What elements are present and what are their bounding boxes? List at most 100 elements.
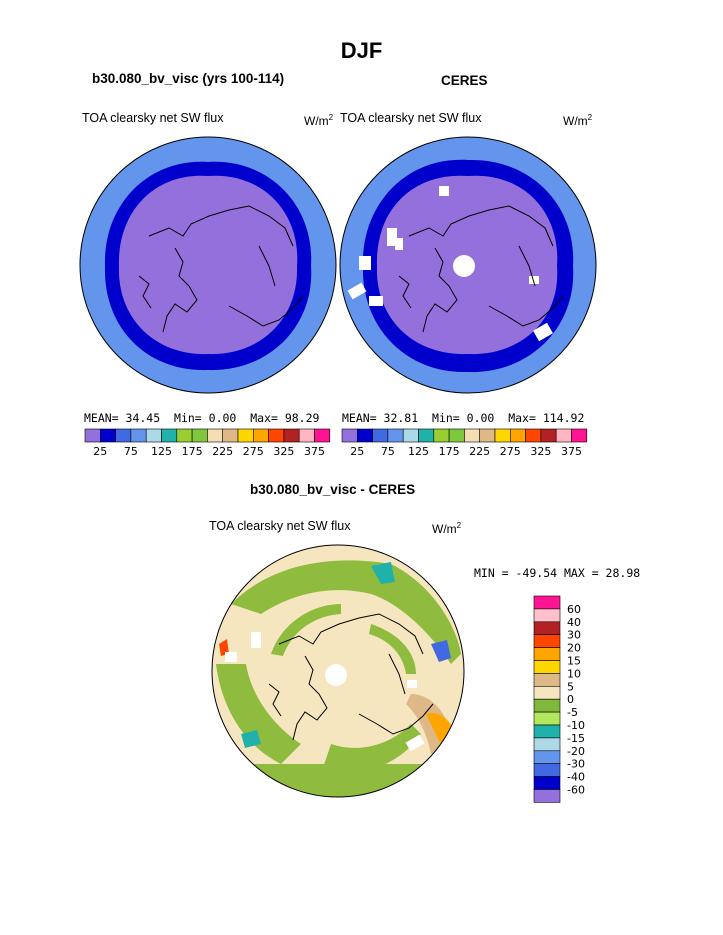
panel2-colorbar-swatch bbox=[555, 428, 572, 443]
panel2-colorbar-tick-label: 225 bbox=[469, 445, 490, 458]
panel3-colorbar-tick-label: 10 bbox=[567, 667, 581, 680]
panel2-colorbar-swatch bbox=[525, 428, 542, 443]
map3-pole-hole bbox=[325, 664, 347, 686]
panel2-colorbar-swatch bbox=[540, 428, 557, 443]
panel3-colorbar-tick-label: -20 bbox=[567, 745, 585, 758]
panel2-colorbar-tick-label: 375 bbox=[561, 445, 582, 458]
panel2-colorbar-swatch bbox=[356, 428, 373, 443]
panel2-variable-label: TOA clearsky net SW flux bbox=[340, 111, 482, 125]
panel2-colorbar-swatch bbox=[464, 428, 481, 443]
panel3-colorbar-swatch bbox=[533, 776, 561, 790]
panel1-colorbar-swatch bbox=[237, 428, 254, 443]
panel1-colorbar-swatch bbox=[298, 428, 315, 443]
panel1-colorbar-swatch bbox=[222, 428, 239, 443]
panel1-colorbar-swatch bbox=[84, 428, 101, 443]
panel1-colorbar-swatch bbox=[207, 428, 224, 443]
panel1-colorbar-swatch bbox=[314, 428, 331, 443]
panel3-colorbar-tick-label: -30 bbox=[567, 758, 585, 771]
panel1-units: W/m2 bbox=[304, 113, 334, 128]
panel2-stats: MEAN= 32.81 Min= 0.00 Max= 114.92 bbox=[342, 411, 585, 425]
panel3-colorbar-swatch bbox=[533, 608, 561, 623]
panel2-colorbar-swatch bbox=[479, 428, 496, 443]
panel3-colorbar-tick-label: 30 bbox=[567, 629, 581, 642]
panel3-colorbar-tick-label: 40 bbox=[567, 616, 581, 629]
panel2-title: CERES bbox=[441, 73, 488, 88]
panel1-colorbar: 25 75 125 175 225 275 325 375 bbox=[84, 428, 332, 460]
panel3-difference-map bbox=[211, 544, 465, 798]
panel3-stats: MIN = -49.54 MAX = 28.98 bbox=[474, 566, 641, 580]
map1-coastlines bbox=[138, 205, 304, 333]
panel3-colorbar-tick-label: 20 bbox=[567, 642, 581, 655]
panel1-colorbar-swatch bbox=[145, 428, 162, 443]
panel1-colorbar-tick-label: 275 bbox=[243, 445, 264, 458]
page-title: DJF bbox=[340, 38, 383, 63]
panel2-colorbar-tick-label: 25 bbox=[350, 445, 364, 458]
panel2-colorbar-tick-label: 175 bbox=[439, 445, 460, 458]
panel1-colorbar-swatch bbox=[130, 428, 147, 443]
panel2-units: W/m2 bbox=[563, 113, 593, 128]
panel1-colorbar-swatch bbox=[191, 428, 208, 443]
panel3-colorbar-tick-label: -10 bbox=[567, 719, 585, 732]
panel3-colorbar-swatch bbox=[533, 686, 561, 700]
panel3-colorbar-swatch bbox=[533, 634, 561, 648]
panel1-colorbar-tick-label: 175 bbox=[182, 445, 203, 458]
panel3-colorbar-tick-label: -40 bbox=[567, 771, 585, 784]
panel2-colorbar-swatch bbox=[510, 428, 526, 443]
panel2-colorbar-swatch bbox=[372, 428, 389, 443]
panel3-colorbar-swatch bbox=[533, 789, 561, 803]
panel3-colorbar-tick-label: 5 bbox=[567, 680, 574, 693]
panel2-colorbar-swatch bbox=[402, 428, 419, 443]
panel3-colorbar-swatch bbox=[533, 750, 561, 765]
panel2-colorbar-swatch bbox=[418, 428, 435, 443]
map3-missing-data-patches bbox=[225, 632, 425, 752]
panel3-colorbar-swatch bbox=[533, 737, 561, 752]
panel3-colorbar-tick-label: 0 bbox=[567, 693, 574, 706]
panel2-colorbar-swatch bbox=[433, 428, 450, 443]
panel3-colorbar-tick-label: 15 bbox=[567, 655, 581, 668]
panel1-colorbar-tick-label: 325 bbox=[273, 445, 294, 458]
panel3-colorbar-swatch bbox=[533, 647, 561, 661]
panel2-colorbar-tick-label: 125 bbox=[408, 445, 429, 458]
panel2-colorbar-swatch bbox=[571, 428, 588, 443]
panel3-colorbar: 60 40 30 20 15 10 5 0 -5 -10 -15 -20 -30 -40 -60 bbox=[533, 595, 603, 805]
panel1-stats: MEAN= 34.45 Min= 0.00 Max= 98.29 bbox=[84, 411, 320, 425]
panel1-colorbar-tick-label: 25 bbox=[93, 445, 107, 458]
panel3-colorbar-swatch bbox=[533, 711, 561, 726]
panel1-colorbar-tick-label: 75 bbox=[124, 445, 138, 458]
map1-polar-cap bbox=[118, 175, 298, 355]
panel3-units: W/m2 bbox=[432, 521, 462, 536]
panel1-colorbar-swatch bbox=[161, 428, 178, 443]
panel3-colorbar-tick-label: -5 bbox=[567, 706, 578, 719]
map2-coastlines bbox=[398, 205, 564, 333]
map3-coastlines bbox=[268, 613, 434, 741]
panel1-colorbar-swatch bbox=[176, 428, 193, 443]
panel1-colorbar-swatch bbox=[115, 428, 132, 443]
panel3-colorbar-swatch bbox=[533, 660, 561, 674]
panel3-colorbar-swatch bbox=[533, 698, 561, 713]
map2-missing-data-patches bbox=[347, 186, 553, 342]
panel2-colorbar-swatch bbox=[494, 428, 511, 443]
panel3-variable-label: TOA clearsky net SW flux bbox=[209, 519, 351, 533]
panel3-colorbar-swatch bbox=[533, 763, 561, 777]
panel1-colorbar-swatch bbox=[283, 428, 300, 443]
panel1-colorbar-swatch bbox=[268, 428, 285, 443]
panel3-colorbar-swatch bbox=[533, 724, 561, 739]
panel2-colorbar-swatch bbox=[448, 428, 465, 443]
panel1-colorbar-tick-label: 375 bbox=[304, 445, 325, 458]
panel1-title: b30.080_bv_visc (yrs 100-114) bbox=[92, 71, 285, 86]
panel2-polar-map bbox=[339, 136, 597, 394]
panel1-variable-label: TOA clearsky net SW flux bbox=[82, 111, 224, 125]
panel2-colorbar-tick-label: 275 bbox=[500, 445, 521, 458]
panel1-colorbar-tick-label: 225 bbox=[212, 445, 233, 458]
panel2-colorbar-swatch bbox=[341, 428, 358, 443]
panel3-colorbar-swatch bbox=[533, 595, 561, 610]
panel2-colorbar-swatch bbox=[387, 428, 404, 443]
panel1-colorbar-tick-label: 125 bbox=[151, 445, 172, 458]
panel1-colorbar-swatch bbox=[253, 428, 269, 443]
panel2-colorbar: 25 75 125 175 225 275 325 375 bbox=[341, 428, 589, 460]
panel3-colorbar-swatch bbox=[533, 673, 561, 687]
panel3-title: b30.080_bv_visc - CERES bbox=[250, 482, 416, 497]
map2-pole-hole bbox=[453, 255, 475, 277]
panel3-colorbar-swatch bbox=[533, 621, 561, 635]
panel1-polar-map bbox=[79, 136, 337, 394]
